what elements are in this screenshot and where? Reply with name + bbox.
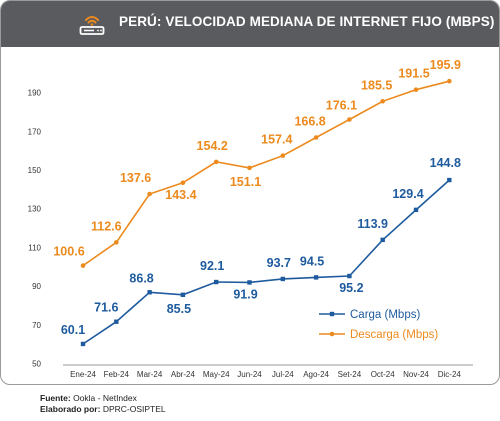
y-tick-label: 70 bbox=[32, 321, 41, 330]
series-layer: 60.1 71.6 86.8 85.5 92.1 91.9 93.7 94.5 95.2 113.… bbox=[53, 58, 461, 347]
y-tick-label: 50 bbox=[32, 360, 41, 369]
legend-marker bbox=[329, 311, 335, 317]
x-tick-label: Jun-24 bbox=[237, 370, 262, 379]
chart-card: PERÚ: VELOCIDAD MEDIANA DE INTERNET FIJO… bbox=[0, 0, 500, 385]
legend-label: Descarga (Mbps) bbox=[350, 329, 438, 341]
x-tick-label: Set-24 bbox=[338, 370, 362, 379]
data-point bbox=[280, 153, 286, 158]
chart-header: PERÚ: VELOCIDAD MEDIANA DE INTERNET FIJO… bbox=[1, 1, 499, 47]
data-label: 137.6 bbox=[120, 171, 151, 185]
legend-item: Descarga (Mbps) bbox=[319, 329, 438, 341]
x-tick-label: Ene-24 bbox=[70, 370, 96, 379]
data-label: 92.1 bbox=[200, 259, 224, 273]
data-label: 94.5 bbox=[300, 254, 324, 268]
data-label: 185.5 bbox=[361, 78, 392, 92]
x-tick-label: May-24 bbox=[203, 370, 230, 379]
data-point bbox=[313, 135, 319, 140]
data-label: 86.8 bbox=[129, 271, 153, 285]
x-tick-label: Ago-24 bbox=[303, 370, 329, 379]
series-line bbox=[82, 80, 450, 267]
source-value: Ookla - NetIndex bbox=[73, 393, 137, 403]
x-tick-label: Nov-24 bbox=[403, 370, 429, 379]
data-label: 60.1 bbox=[61, 323, 85, 337]
data-point bbox=[247, 280, 252, 285]
data-point bbox=[313, 275, 319, 280]
data-label: 166.8 bbox=[294, 114, 325, 128]
y-axis: 50 70 90 110 130 150 170 190 bbox=[28, 89, 42, 369]
data-point bbox=[447, 78, 452, 84]
x-tick-label: Mar-24 bbox=[137, 370, 163, 379]
source-line: Fuente: Ookla - NetIndex bbox=[40, 393, 166, 404]
x-tick-label: Jul-24 bbox=[272, 370, 294, 379]
y-tick-label: 170 bbox=[28, 127, 42, 136]
data-point bbox=[80, 341, 86, 347]
data-point bbox=[447, 177, 452, 183]
author-value: DPRC-OSIPTEL bbox=[102, 404, 166, 414]
data-label: 144.8 bbox=[430, 156, 461, 170]
data-point bbox=[214, 279, 219, 285]
y-tick-label: 90 bbox=[32, 282, 41, 291]
data-point bbox=[147, 191, 152, 197]
data-point bbox=[380, 237, 385, 243]
legend: Carga (Mbps) Descarga (Mbps) bbox=[319, 309, 438, 341]
chart-title: PERÚ: VELOCIDAD MEDIANA DE INTERNET FIJO… bbox=[119, 14, 495, 29]
data-point bbox=[413, 207, 419, 213]
x-tick-label: Abr-24 bbox=[171, 370, 196, 379]
data-label: 154.2 bbox=[197, 139, 228, 153]
data-point bbox=[114, 319, 119, 324]
x-tick-label: Oct-24 bbox=[371, 370, 396, 379]
data-label: 100.6 bbox=[53, 245, 84, 259]
data-point bbox=[280, 276, 285, 282]
legend-label: Carga (Mbps) bbox=[350, 309, 420, 321]
router-wifi-icon bbox=[79, 16, 105, 35]
data-label: 143.4 bbox=[165, 188, 196, 202]
y-tick-label: 190 bbox=[28, 89, 42, 98]
author-line: Elaborado por: DPRC-OSIPTEL bbox=[40, 404, 166, 415]
data-label: 151.1 bbox=[230, 175, 261, 189]
series-line bbox=[82, 179, 450, 345]
data-point bbox=[247, 165, 252, 171]
data-label: 176.1 bbox=[326, 98, 357, 112]
data-point bbox=[347, 117, 352, 122]
data-label: 157.4 bbox=[261, 133, 292, 147]
data-point bbox=[180, 292, 186, 298]
footer: Fuente: Ookla - NetIndex Elaborado por: … bbox=[40, 393, 166, 415]
series-descarga: 100.6 112.6 137.6 143.4 154.2 151.1 157.4166.8… bbox=[53, 58, 461, 268]
data-label: 91.9 bbox=[233, 287, 257, 301]
x-tick-label: Dic-24 bbox=[438, 370, 462, 379]
x-axis: Ene-24 Feb-24 Mar-24 Abr-24 May-24 Jun-24 Jul-… bbox=[63, 364, 473, 379]
line-chart: 50 70 90 110 130 150 170 190 Ene-24 Feb-24 Mar-24… bbox=[28, 58, 473, 379]
data-point bbox=[114, 240, 119, 245]
data-point bbox=[80, 263, 86, 268]
data-point bbox=[180, 180, 186, 186]
data-point bbox=[347, 273, 352, 279]
data-point bbox=[380, 99, 386, 104]
y-tick-label: 150 bbox=[28, 166, 42, 175]
data-label: 112.6 bbox=[91, 219, 122, 233]
legend-item: Carga (Mbps) bbox=[319, 309, 420, 321]
x-tick-label: Feb-24 bbox=[104, 370, 130, 379]
author-label: Elaborado por: bbox=[40, 404, 101, 414]
data-label: 195.9 bbox=[430, 58, 461, 72]
source-label: Fuente: bbox=[40, 393, 71, 403]
data-label: 95.2 bbox=[339, 281, 363, 295]
y-tick-label: 130 bbox=[28, 205, 42, 214]
data-label: 85.5 bbox=[167, 302, 191, 316]
data-point bbox=[213, 159, 219, 165]
data-label: 191.5 bbox=[398, 67, 429, 81]
y-tick-label: 110 bbox=[28, 243, 41, 252]
data-label: 71.6 bbox=[94, 301, 118, 315]
data-point bbox=[147, 290, 152, 295]
series-carga: 60.1 71.6 86.8 85.5 92.1 91.9 93.7 94.5 95.2 113.… bbox=[61, 156, 461, 347]
data-label: 129.4 bbox=[392, 187, 423, 201]
data-label: 113.9 bbox=[357, 217, 388, 231]
legend-marker bbox=[329, 331, 335, 337]
data-point bbox=[413, 87, 419, 92]
data-label: 93.7 bbox=[267, 256, 291, 270]
